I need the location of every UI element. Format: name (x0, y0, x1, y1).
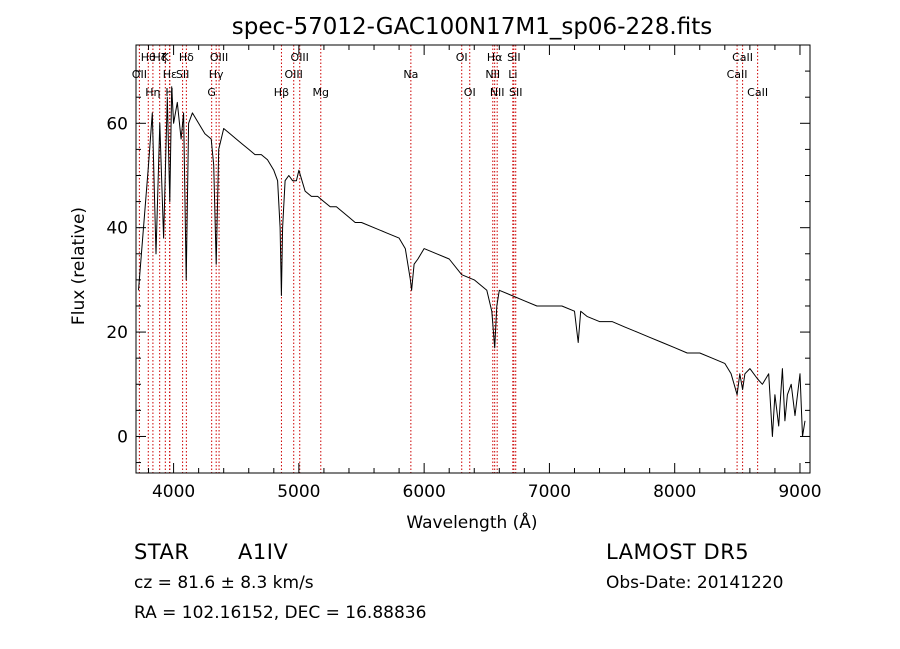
line-label: Hζ (153, 51, 167, 64)
y-tick-label: 20 (106, 323, 128, 343)
line-label: H (165, 86, 173, 99)
line-label: CaII (747, 86, 768, 99)
chart-title: spec-57012-GAC100N17M1_sp06-228.fits (232, 14, 712, 40)
plot-frame (135, 44, 811, 474)
line-label: OI (464, 86, 476, 99)
object-class: STAR (134, 540, 190, 564)
line-label: Hα (487, 51, 503, 64)
y-tick-label: 0 (117, 427, 128, 447)
x-tick-label: 5000 (277, 482, 320, 502)
y-axis-label: Flux (relative) (69, 207, 89, 325)
line-label: SII (507, 51, 520, 64)
line-label: Hη (145, 86, 160, 99)
x-axis-label: Wavelength (Å) (406, 511, 537, 533)
spectrum-series (138, 86, 806, 437)
line-label: SII (176, 68, 189, 81)
line-label: OIII (210, 51, 228, 64)
survey-name: LAMOST DR5 (606, 540, 750, 564)
line-label: G (207, 86, 216, 99)
line-label: Hβ (274, 86, 289, 99)
line-label: K (162, 51, 170, 64)
x-tick-label: 7000 (528, 482, 571, 502)
spectrum-line (138, 86, 806, 437)
object-subclass: A1IV (238, 540, 289, 564)
line-label: Mg (313, 86, 329, 99)
x-tick-label: 8000 (653, 482, 696, 502)
plot-axes: 4000 5000 6000 7000 8000 9000 0 20 40 60 (106, 44, 822, 502)
y-tick-label: 60 (106, 114, 128, 134)
line-label: OII (132, 68, 147, 81)
line-label: Li (508, 68, 517, 81)
x-tick-label: 4000 (152, 482, 195, 502)
line-label: OIII (285, 68, 303, 81)
coordinates-readout: RA = 102.16152, DEC = 16.88836 (134, 603, 427, 623)
line-label: SII (509, 86, 522, 99)
x-tick-label: 6000 (403, 482, 446, 502)
line-label: Hε (163, 68, 177, 81)
line-label: CaII (727, 68, 748, 81)
line-label: Hδ (179, 51, 194, 64)
line-label: Hγ (209, 68, 224, 81)
line-label: Hθ (141, 51, 156, 64)
line-label: OI (456, 51, 468, 64)
observation-date: Obs-Date: 20141220 (606, 573, 784, 593)
x-tick-label: 9000 (778, 482, 821, 502)
redshift-readout: cz = 81.6 ± 8.3 km/s (134, 573, 314, 593)
line-label: NII (485, 68, 500, 81)
line-label: CaII (732, 51, 753, 64)
y-tick-label: 40 (106, 219, 128, 239)
line-label: NII (490, 86, 505, 99)
line-label: Na (403, 68, 418, 81)
line-label: OIII (291, 51, 309, 64)
